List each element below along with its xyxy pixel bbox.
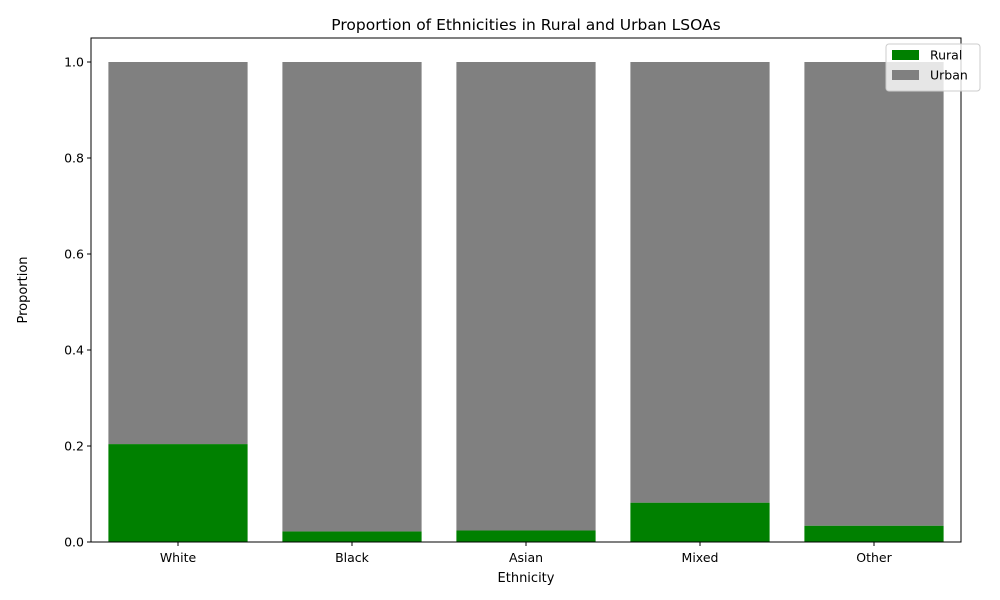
bar-urban-white [108,62,248,445]
x-tick-label: Asian [509,550,543,565]
y-axis-label: Proportion [16,256,31,323]
x-tick-label: White [160,550,197,565]
x-axis: White Black Asian Mixed Other [160,542,893,565]
x-tick-label: Other [856,550,892,565]
bar-rural-black [282,531,422,542]
legend-swatch-rural [892,50,919,60]
bar-urban-asian [456,62,596,531]
y-axis: 0.0 0.2 0.4 0.6 0.8 1.0 [64,55,91,550]
bar-rural-mixed [630,502,770,542]
y-tick-label: 0.4 [64,343,84,358]
y-tick-label: 1.0 [64,55,84,70]
legend-swatch-urban [892,70,919,80]
bar-urban-black [282,62,422,532]
x-tick-label: Mixed [682,550,719,565]
y-tick-label: 0.2 [64,439,84,454]
y-tick-label: 0.6 [64,247,84,262]
legend: Rural Urban [885,43,981,92]
chart-title: Proportion of Ethnicities in Rural and U… [331,16,720,34]
bar-urban-other [804,62,944,526]
bars-layer [108,62,944,542]
bar-urban-mixed [630,62,770,503]
legend-label-rural: Rural [930,48,962,63]
legend-label-urban: Urban [930,68,968,83]
bar-rural-other [804,525,944,542]
x-axis-label: Ethnicity [498,571,555,586]
bar-rural-white [108,444,248,542]
bar-rural-asian [456,530,596,542]
y-tick-label: 0.8 [64,151,84,166]
x-tick-label: Black [335,550,370,565]
y-tick-label: 0.0 [64,535,84,550]
